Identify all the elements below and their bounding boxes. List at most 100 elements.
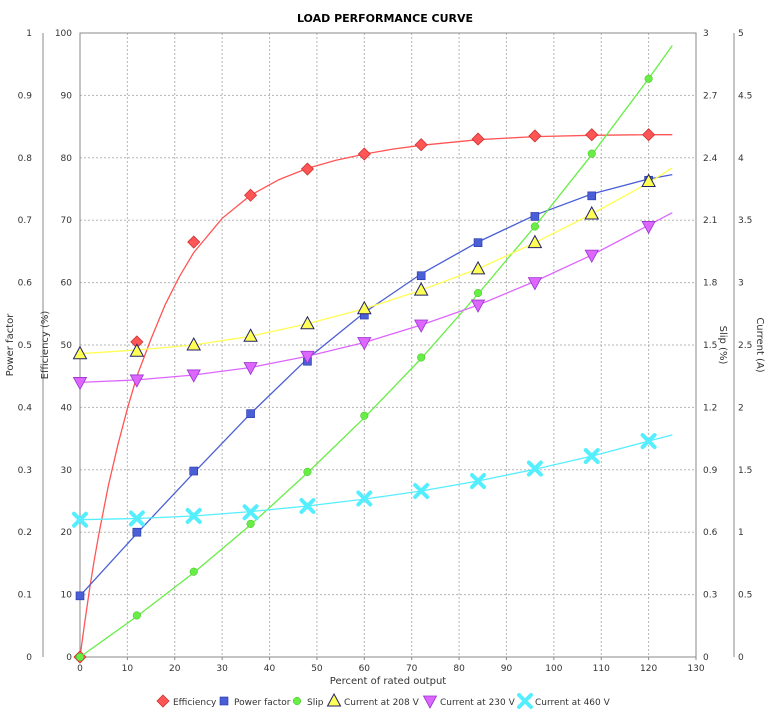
y-tick-label-slip: 1.8	[703, 279, 718, 289]
data-point-current-at-230-v	[413, 319, 429, 333]
axis-label-current: Current (A)	[754, 317, 765, 372]
data-point-slip	[530, 222, 539, 231]
y-tick-label-current: 3	[738, 279, 744, 289]
y-tick-label-power-factor: 0.3	[18, 466, 32, 476]
data-point-current-at-460-v	[526, 460, 543, 477]
y-tick-label-efficiency: 0	[66, 653, 72, 663]
y-tick-label-slip: 0	[703, 653, 709, 663]
data-point-efficiency	[471, 132, 485, 146]
legend-marker-current-at-208-v	[326, 692, 342, 707]
x-tick-label: 70	[406, 664, 418, 674]
series-line-current-at-230-v	[79, 212, 673, 384]
marker-stroke	[242, 504, 259, 521]
y-tick-label-current: 5	[738, 29, 744, 39]
y-tick-label-efficiency: 90	[61, 91, 73, 101]
y-tick-label-slip: 3	[703, 29, 709, 39]
data-point-current-at-230-v	[300, 350, 315, 365]
x-tick-label: 60	[359, 664, 371, 674]
data-point-power-factor	[416, 271, 426, 281]
data-point-current-at-230-v	[243, 362, 258, 376]
y-tick-label-power-factor: 0.4	[18, 403, 33, 413]
data-point-current-at-460-v	[299, 497, 316, 514]
x-tick-label: 100	[545, 664, 562, 674]
data-point-current-at-208-v	[186, 336, 202, 351]
y-tick-label-efficiency: 20	[61, 528, 73, 538]
data-point-slip	[189, 567, 198, 576]
data-point-power-factor	[530, 212, 540, 221]
y-tick-label-efficiency: 50	[61, 341, 73, 351]
y-tick-label-power-factor: 0.6	[18, 279, 33, 289]
marker-stroke	[526, 460, 543, 477]
data-point-current-at-460-v	[356, 490, 373, 507]
data-point-current-at-230-v	[357, 337, 372, 351]
data-point-efficiency	[414, 138, 428, 152]
y-tick-label-current: 0	[738, 653, 744, 663]
axis-label-power-factor: Power factor	[5, 313, 16, 377]
y-tick-label-efficiency: 80	[61, 154, 73, 164]
marker-stroke	[413, 483, 430, 500]
x-tick-label: 10	[122, 664, 134, 674]
legend-label-efficiency: Efficiency	[173, 698, 217, 708]
y-tick-label-current: 3.5	[738, 216, 752, 226]
legend-label-power-factor: Power factor	[234, 698, 291, 708]
y-tick-label-slip: 1.2	[703, 403, 717, 413]
y-tick-label-efficiency: 10	[61, 591, 73, 601]
series-line-slip	[79, 45, 673, 658]
marker-stroke	[128, 510, 145, 527]
legend-item-slip: Slip	[292, 696, 324, 708]
y-tick-label-current: 4	[738, 154, 744, 164]
x-tick-label: 20	[169, 664, 181, 674]
series-current-at-230-v	[72, 212, 673, 391]
data-point-current-at-230-v	[584, 249, 599, 263]
y-tick-label-slip: 1.5	[703, 341, 717, 351]
series-current-at-460-v	[72, 433, 673, 528]
legend-marker-current-at-230-v	[422, 695, 438, 709]
data-point-slip	[587, 149, 596, 158]
x-tick-label: 90	[501, 664, 513, 674]
marker-stroke	[583, 448, 600, 465]
y-tick-label-power-factor: 1	[26, 29, 32, 39]
data-point-power-factor	[473, 238, 483, 247]
legend-marker-power-factor	[219, 696, 229, 706]
data-point-current-at-230-v	[129, 374, 145, 388]
data-point-efficiency	[642, 128, 656, 142]
marker-stroke	[640, 433, 657, 450]
data-point-current-at-208-v	[72, 345, 88, 360]
series-line-current-at-460-v	[79, 434, 673, 521]
data-point-current-at-460-v	[640, 433, 657, 450]
legend-label-current-at-208-v: Current at 208 V	[344, 698, 420, 708]
y-tick-label-efficiency: 100	[55, 29, 72, 39]
y-tick-label-power-factor: 0.2	[18, 528, 32, 538]
marker-stroke	[517, 693, 533, 709]
y-tick-label-slip: 0.6	[703, 528, 718, 538]
series-line-power-factor	[79, 173, 673, 597]
data-point-current-at-208-v	[300, 315, 315, 330]
data-point-current-at-460-v	[72, 511, 88, 528]
y-tick-label-power-factor: 0.1	[18, 591, 32, 601]
legend-marker-current-at-460-v	[517, 693, 533, 709]
y-tick-label-efficiency: 30	[61, 466, 73, 476]
data-point-slip	[644, 74, 653, 83]
y-tick-label-slip: 2.4	[703, 154, 718, 164]
series-line-efficiency	[79, 134, 673, 658]
legend-marker-slip	[292, 696, 302, 706]
y-tick-label-slip: 2.7	[703, 91, 717, 101]
axis-label-slip: Slip (%)	[717, 326, 728, 365]
data-point-current-at-208-v	[243, 328, 258, 342]
data-point-slip	[75, 652, 85, 662]
data-point-slip	[246, 519, 255, 528]
x-tick-label: 130	[687, 664, 704, 674]
data-point-power-factor	[75, 591, 85, 601]
series-line-current-at-208-v	[79, 167, 673, 355]
y-tick-label-slip: 0.9	[703, 466, 718, 476]
legend-item-current-at-230-v: Current at 230 V	[422, 695, 516, 709]
x-tick-label: 80	[453, 664, 465, 674]
data-point-efficiency	[585, 128, 599, 142]
data-point-power-factor	[132, 527, 142, 537]
data-point-current-at-208-v	[584, 205, 600, 220]
y-tick-label-efficiency: 60	[61, 279, 73, 289]
marker-stroke	[470, 473, 487, 490]
legend-label-current-at-230-v: Current at 230 V	[440, 698, 516, 708]
x-tick-label: 120	[640, 664, 657, 674]
